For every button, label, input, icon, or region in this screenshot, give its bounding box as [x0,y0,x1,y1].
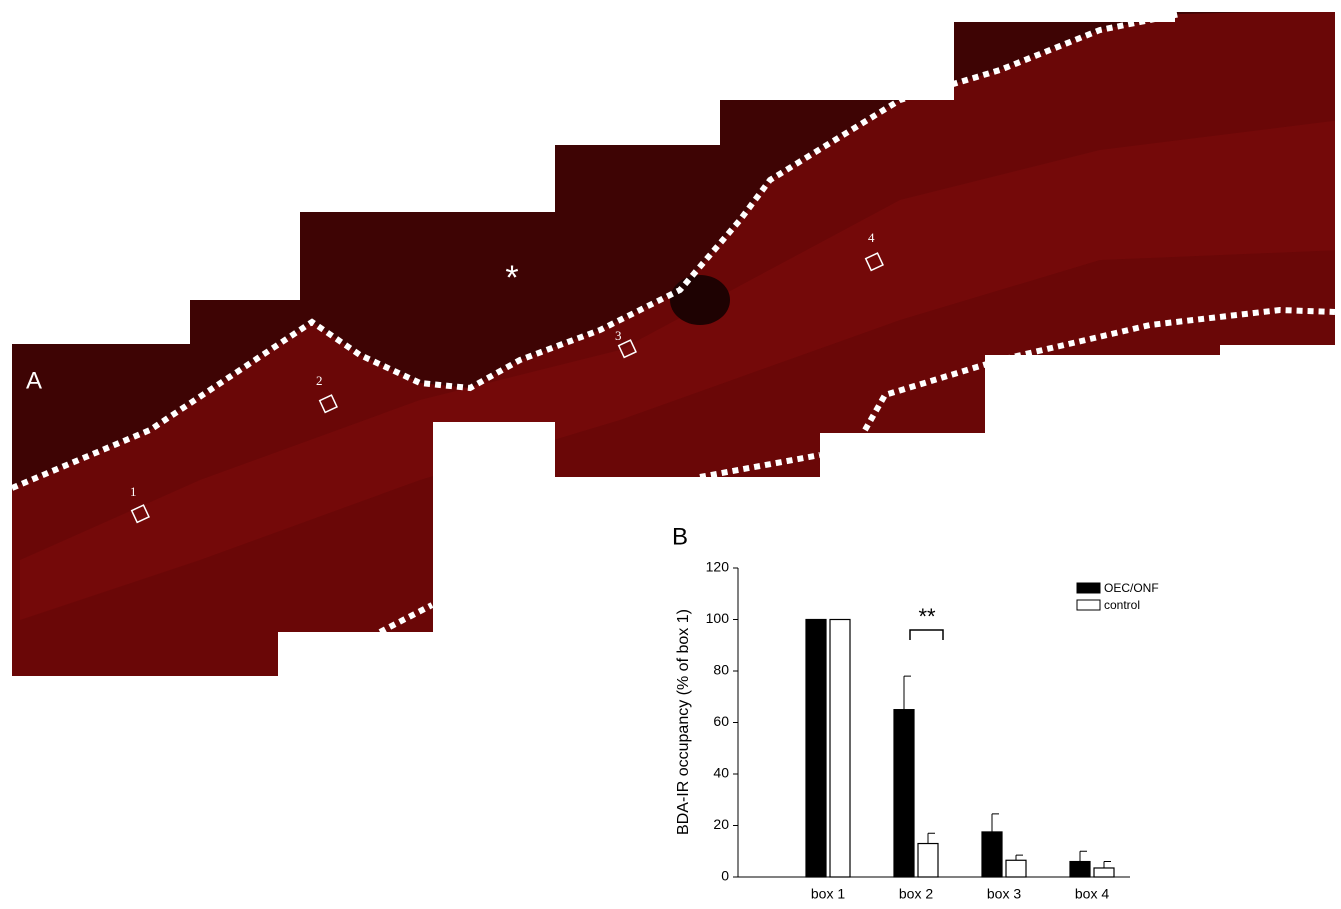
box-label: 1 [130,484,137,499]
legend-label: OEC/ONF [1104,581,1159,595]
panel-label: B [672,523,688,550]
figure: A * 1 2 3 4 B BDA-IR occupancy (% of box… [0,0,1341,904]
bar [830,620,850,878]
y-tick-label: 0 [721,868,729,884]
bar [806,620,826,878]
x-tick-label: box 3 [987,886,1021,902]
significance-bracket [910,630,943,640]
page: {"panel_a": {"label": "A", "asterisk": "… [0,0,1341,909]
asterisk: * [505,259,518,297]
panel-label: A [26,367,42,394]
bar [1094,868,1114,877]
bar [1070,862,1090,877]
y-axis-title: BDA-IR occupancy (% of box 1) [675,609,692,835]
error-bar [1104,862,1111,868]
box-label: 3 [615,328,622,343]
y-tick-label: 20 [713,816,729,832]
bar [918,844,938,877]
box-label: 2 [316,373,323,388]
y-tick-label: 40 [713,765,729,781]
x-tick-label: box 4 [1075,886,1109,902]
y-tick-label: 120 [706,559,730,575]
error-bar [992,814,999,832]
bar [894,710,914,877]
legend-label: control [1104,598,1140,612]
bar [982,832,1002,877]
error-bar [904,676,911,709]
box-label: 4 [868,230,875,245]
bar-chart: B BDA-IR occupancy (% of box 1) ** 0 20 40… [672,523,1159,901]
x-tick-label: box 1 [811,886,845,902]
y-tick-label: 100 [706,610,730,626]
error-bar [1080,851,1087,861]
cavity [670,275,730,325]
y-tick-label: 80 [713,662,729,678]
error-bar [1016,855,1023,860]
significance-label: ** [918,604,936,629]
x-tick-label: box 2 [899,886,933,902]
legend-swatch [1077,583,1100,593]
error-bar [928,833,935,843]
bar [1006,860,1026,877]
legend-swatch [1077,600,1100,610]
y-tick-label: 60 [713,713,729,729]
